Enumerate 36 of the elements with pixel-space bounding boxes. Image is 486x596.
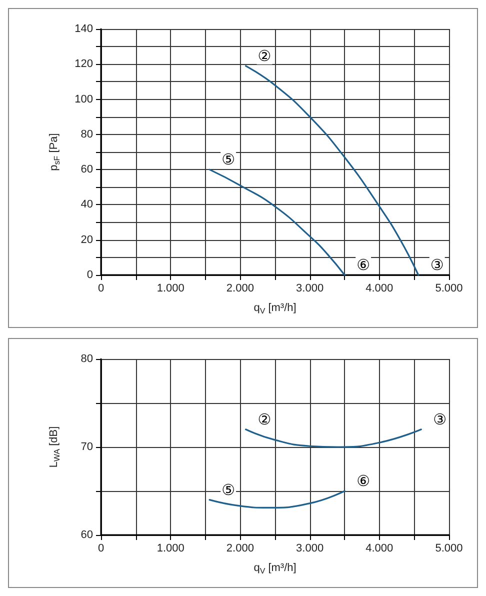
y-tick-label: 20 xyxy=(80,234,93,246)
y-tick-label: 60 xyxy=(80,164,93,176)
x-tick-label: 2.000 xyxy=(226,282,254,294)
x-tick-label: 0 xyxy=(98,282,104,294)
line-series xyxy=(244,428,422,448)
x-tick-label: 4.000 xyxy=(366,542,394,554)
y-tick-label: 140 xyxy=(74,23,93,35)
annotation: ⑤ xyxy=(222,150,236,169)
x-tick-label: 0 xyxy=(98,542,104,554)
y-axis-title: psF [Pa] xyxy=(48,133,62,171)
y-tick-label: 120 xyxy=(74,58,93,70)
x-tick-label: 5.000 xyxy=(435,542,463,554)
annotation: ⑥ xyxy=(356,256,370,274)
x-tick-label: 5.000 xyxy=(435,282,463,294)
annotation: ② xyxy=(258,46,272,65)
y-tick-label: 80 xyxy=(80,128,93,140)
line-series xyxy=(208,168,346,276)
y-tick-label: 40 xyxy=(80,198,93,211)
annotation: ② xyxy=(258,410,272,428)
annotation: ③ xyxy=(433,410,447,428)
x-tick-label: 3.000 xyxy=(296,542,324,554)
x-tick-label: 2.000 xyxy=(226,542,254,554)
annotation: ⑥ xyxy=(356,472,370,490)
line-series xyxy=(244,65,420,276)
x-tick-label: 4.000 xyxy=(366,282,394,294)
y-tick-label: 60 xyxy=(80,529,93,541)
x-tick-label: 3.000 xyxy=(296,282,324,294)
y-tick-label: 0 xyxy=(86,269,93,281)
y-tick-label: 100 xyxy=(74,93,93,106)
annotation: ⑤ xyxy=(222,480,236,499)
x-tick-label: 1.000 xyxy=(156,542,184,554)
y-tick-label: 70 xyxy=(80,441,93,453)
y-axis-title: LWA [dB] xyxy=(48,426,62,468)
y-tick-label: 80 xyxy=(80,353,93,365)
x-tick-label: 1.000 xyxy=(156,282,184,294)
annotation: ③ xyxy=(430,256,444,274)
